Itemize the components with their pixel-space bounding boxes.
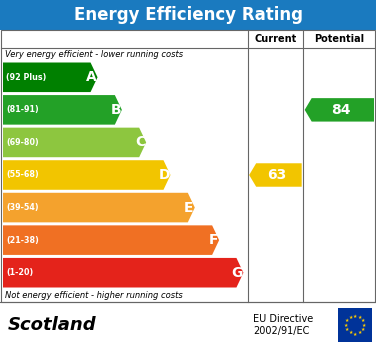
Text: ★: ★	[348, 330, 353, 335]
Text: (55-68): (55-68)	[6, 171, 39, 180]
Text: Not energy efficient - higher running costs: Not energy efficient - higher running co…	[5, 291, 183, 300]
Polygon shape	[305, 98, 374, 121]
Text: D: D	[159, 168, 170, 182]
Text: E: E	[184, 200, 194, 215]
Text: Potential: Potential	[314, 34, 364, 44]
Text: ★: ★	[345, 327, 349, 332]
Text: A: A	[86, 70, 97, 84]
Text: ★: ★	[345, 318, 349, 323]
Text: (92 Plus): (92 Plus)	[6, 73, 46, 82]
Text: Scotland: Scotland	[8, 316, 97, 334]
Polygon shape	[3, 160, 170, 190]
Polygon shape	[3, 128, 146, 157]
Text: ★: ★	[357, 315, 362, 320]
Text: 84: 84	[331, 103, 351, 117]
Polygon shape	[3, 193, 195, 222]
Text: C: C	[135, 135, 145, 149]
Text: ★: ★	[357, 330, 362, 335]
Bar	[0, 302, 376, 348]
Text: B: B	[111, 103, 121, 117]
Polygon shape	[3, 95, 122, 125]
Text: (39-54): (39-54)	[6, 203, 39, 212]
Text: Current: Current	[254, 34, 297, 44]
Text: (69-80): (69-80)	[6, 138, 39, 147]
Text: Very energy efficient - lower running costs: Very energy efficient - lower running co…	[5, 50, 183, 59]
Text: (21-38): (21-38)	[6, 236, 39, 245]
Text: ★: ★	[353, 332, 357, 337]
Text: (1-20): (1-20)	[6, 268, 33, 277]
Polygon shape	[3, 226, 219, 255]
Bar	[1, 30, 375, 302]
Text: (81-91): (81-91)	[6, 105, 39, 114]
Polygon shape	[249, 163, 302, 187]
Text: G: G	[232, 266, 243, 280]
Text: ★: ★	[361, 327, 365, 332]
Polygon shape	[3, 258, 243, 287]
Text: ★: ★	[353, 314, 357, 318]
Text: F: F	[208, 233, 218, 247]
Text: ★: ★	[348, 315, 353, 320]
Text: EU Directive: EU Directive	[253, 314, 314, 324]
Text: ★: ★	[361, 318, 365, 323]
Polygon shape	[3, 63, 97, 92]
Bar	[0, 0, 376, 30]
Text: ★: ★	[362, 323, 366, 327]
Text: Energy Efficiency Rating: Energy Efficiency Rating	[73, 6, 303, 24]
Text: ★: ★	[344, 323, 348, 327]
Bar	[338, 308, 372, 342]
Text: 63: 63	[268, 168, 287, 182]
Text: 2002/91/EC: 2002/91/EC	[253, 326, 309, 336]
